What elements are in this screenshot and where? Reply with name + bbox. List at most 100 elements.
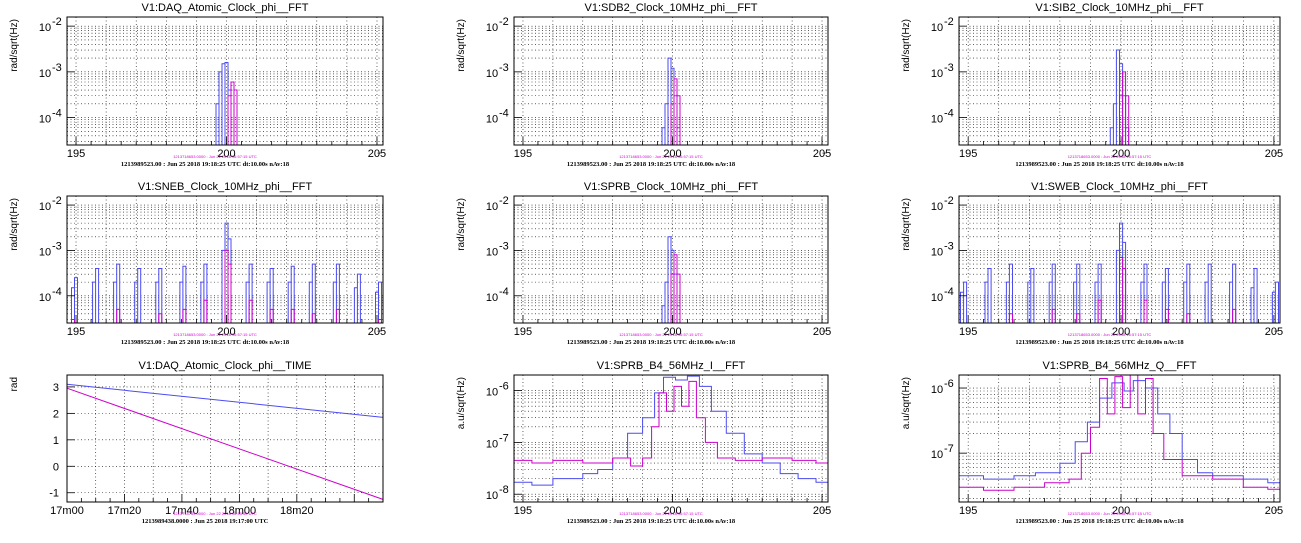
y-axis-label: a.u/sqrt(Hz) [901,377,912,429]
y-tick-label: 10 [486,246,498,258]
plot-panel-p0: V1:DAQ_Atomic_Clock_phi__FFT rad/sqrt(Hz)… [9,2,386,168]
x-tick-label: 195 [959,326,977,338]
x-tick-label: 195 [514,326,532,338]
y-tick-label: 10 [39,292,51,304]
y-tick-label: 3 [53,382,59,394]
grid [959,17,1280,145]
plot-panel-p5: V1:SWEB_Clock_10MHz_phi__FFT rad/sqrt(Hz)… [901,181,1283,346]
y-tick-label: 10 [39,68,51,80]
y-tick-exponent: -7 [944,443,954,455]
y-tick-exponent: -3 [944,240,954,252]
y-tick-label: 10 [931,384,943,396]
corner-stamp: x3 [377,151,381,155]
grid [514,196,828,323]
plot-subtitle: 1213989523.00 : Jun 25 2018 19:18:25 UTC… [1015,161,1184,168]
y-tick-exponent: -3 [944,62,954,74]
y-tick-label: 10 [39,114,51,126]
x-tick-label: 200 [663,326,681,338]
y-tick-exponent: -6 [944,378,954,390]
y-tick-exponent: -2 [52,195,62,207]
reference-label: 1213718653.0000 : Jun 22 2018 16:57:15 U… [1068,332,1152,337]
plot-title: V1:SWEB_Clock_10MHz_phi__FFT [1031,181,1208,193]
x-tick-label: 195 [514,148,532,160]
plot-title: V1:DAQ_Atomic_Clock_phi__TIME [138,360,311,372]
y-tick-label: 10 [486,68,498,80]
y-tick-label: 10 [931,114,943,126]
plot-frame [958,16,1281,146]
corner-stamp: x3 [1274,151,1278,155]
x-tick-label: 195 [959,148,977,160]
x-tick-label: 17m00 [50,505,84,517]
y-tick-label: 10 [931,246,943,258]
y-tick-exponent: -4 [944,108,954,120]
reference-label: 1213718653.0000 : Jun 22 2018 16:57:15 U… [173,332,257,337]
y-tick-label: 10 [39,201,51,213]
plot-subtitle: 1213989523.00 : Jun 25 2018 19:18:25 UTC… [121,339,290,346]
series-line-magenta [67,81,383,146]
plot-title: V1:SNEB_Clock_10MHz_phi__FFT [138,181,313,193]
x-tick-label: 205 [813,505,831,517]
x-tick-label: 200 [1112,326,1130,338]
y-tick-label: 10 [931,292,943,304]
x-tick-label: 205 [813,326,831,338]
series-line-blue [959,380,1280,484]
y-tick-label: 10 [486,438,498,450]
plot-subtitle: 1213989523.00 : Jun 25 2018 19:18:25 UTC… [1015,518,1184,525]
plot-title: V1:SPRB_B4_56MHz_I__FFT [597,360,746,372]
corner-stamp: x3 [1274,329,1278,333]
y-tick-exponent: -2 [944,16,954,28]
series-line-magenta [959,257,1280,324]
y-tick-exponent: -3 [52,240,62,252]
x-tick-label: 200 [663,505,681,517]
y-tick-label: 10 [39,22,51,34]
plot-frame [958,374,1281,503]
plot-subtitle: 1213989438.0000 : Jun 25 2018 19:17:00 U… [142,518,269,525]
x-tick-label: 205 [1265,148,1283,160]
series-line-magenta [959,374,1281,493]
grid [514,17,828,145]
plot-panel-p2: V1:SIB2_Clock_10MHz_phi__FFT rad/sqrt(Hz)… [901,2,1283,168]
y-tick-label: 10 [39,246,51,258]
x-tick-label: 200 [1112,505,1130,517]
grid [514,375,828,502]
corner-stamp: x3 [1274,508,1278,512]
series-line-magenta [67,249,383,324]
y-tick-exponent: -6 [499,381,509,393]
series-line-magenta [959,71,1280,146]
series-line-magenta [514,78,828,146]
y-axis-label: rad/sqrt(Hz) [456,198,467,251]
plot-panel-p8: V1:SPRB_B4_56MHz_Q__FFT a.u/sqrt(Hz) 195 20… [901,360,1283,525]
reference-label: 1213718653.0000 : Jun 22 2018 16:57:15 U… [619,154,703,159]
reference-label: 1213718653.0000 : Jun 22 2018 16:57:15 U… [619,511,703,516]
plot-title: V1:SPRB_Clock_10MHz_phi__FFT [584,181,759,193]
y-tick-label: 10 [486,22,498,34]
reference-label: 1213718653.0000 : Jun 22 2018 16:57:15 U… [619,332,703,337]
plot-panel-p7: V1:SPRB_B4_56MHz_I__FFT a.u/sqrt(Hz) 195 20… [456,360,831,525]
corner-stamp: x3 [822,508,826,512]
plot-subtitle: 1213989523.00 : Jun 25 2018 19:18:25 UTC… [567,518,736,525]
x-tick-label: 195 [959,505,977,517]
y-tick-label: 1 [53,435,59,447]
y-tick-exponent: -3 [499,240,509,252]
y-tick-exponent: -3 [499,62,509,74]
plot-title: V1:DAQ_Atomic_Clock_phi__FFT [142,2,309,14]
y-tick-exponent: -4 [944,286,954,298]
y-tick-label: 10 [486,292,498,304]
plot-frame [958,195,1281,324]
x-tick-label: 200 [217,326,235,338]
x-tick-label: 200 [1112,148,1130,160]
y-tick-label: 2 [53,408,59,420]
series-line-magenta [514,380,828,467]
y-axis-label: rad/sqrt(Hz) [9,19,20,72]
y-axis-label: rad/sqrt(Hz) [901,198,912,251]
y-tick-label: 10 [931,449,943,461]
y-tick-exponent: -8 [499,484,509,496]
x-tick-label: 17m20 [108,505,142,517]
corner-stamp: x3 [377,329,381,333]
y-tick-exponent: -2 [52,16,62,28]
reference-label: 1213718653.0000 : Jun 22 2018 16:57:15 U… [173,154,257,159]
y-axis-label: rad/sqrt(Hz) [9,198,20,251]
plot-title: V1:SPRB_B4_56MHz_Q__FFT [1042,360,1196,372]
